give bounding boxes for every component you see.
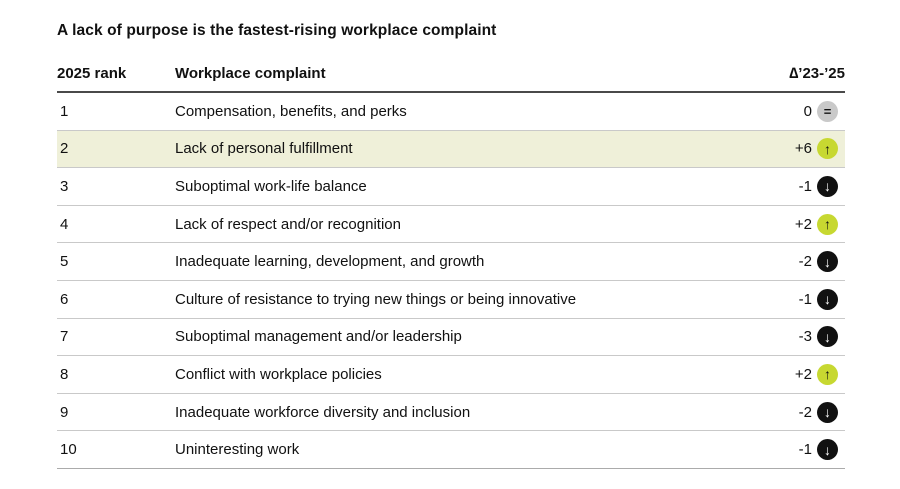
table-figure: A lack of purpose is the fastest-rising …: [57, 0, 845, 469]
rank-cell: 7: [60, 328, 69, 346]
rank-cell: 9: [60, 403, 69, 421]
rank-cell: 1: [60, 102, 69, 120]
delta-cell: -1 ↓: [790, 175, 845, 197]
delta-value: -1: [798, 441, 812, 459]
rank-cell: 10: [60, 441, 77, 459]
table-row: 9 Inadequate workforce diversity and inc…: [57, 394, 845, 432]
complaint-cell: Suboptimal management and/or leadership: [175, 328, 462, 346]
delta-cell: +6 ↑: [790, 138, 845, 160]
down-arrow-icon: ↓: [817, 251, 838, 273]
up-arrow-icon: ↑: [817, 363, 838, 385]
delta-value: -1: [798, 290, 812, 308]
down-arrow-icon: ↓: [817, 288, 838, 310]
header-rank: 2025 rank: [57, 65, 127, 82]
complaint-cell: Conflict with workplace policies: [175, 365, 382, 383]
table-row: 10 Uninteresting work -1 ↓: [57, 431, 845, 469]
up-arrow-icon: ↑: [817, 213, 838, 235]
delta-cell: +2 ↑: [790, 363, 845, 385]
table-body: 1 Compensation, benefits, and perks 0 = …: [57, 93, 845, 469]
complaint-cell: Compensation, benefits, and perks: [175, 102, 407, 120]
delta-cell: 0 =: [790, 100, 845, 122]
rank-cell: 4: [60, 215, 69, 233]
down-arrow-icon: ↓: [817, 326, 838, 348]
header-delta: ∆’23-’25: [789, 65, 845, 82]
table-row: 8 Conflict with workplace policies +2 ↑: [57, 356, 845, 394]
complaint-cell: Uninteresting work: [175, 441, 300, 459]
delta-value: -2: [798, 253, 812, 271]
header-complaint: Workplace complaint: [175, 65, 326, 82]
complaint-cell: Inadequate workforce diversity and inclu…: [175, 403, 471, 421]
table-header-row: 2025 rank Workplace complaint ∆’23-’25: [57, 40, 845, 93]
rank-cell: 6: [60, 290, 69, 308]
table-row: 5 Inadequate learning, development, and …: [57, 243, 845, 281]
equal-icon: =: [817, 100, 838, 122]
table-row: 2 Lack of personal fulfillment +6 ↑: [57, 130, 845, 169]
delta-cell: -2 ↓: [790, 251, 845, 273]
delta-value: -3: [798, 328, 812, 346]
rank-cell: 8: [60, 365, 69, 383]
complaint-cell: Inadequate learning, development, and gr…: [175, 253, 485, 271]
complaint-cell: Suboptimal work-life balance: [175, 177, 367, 195]
page-title: A lack of purpose is the fastest-rising …: [57, 22, 497, 39]
table-row: 4 Lack of respect and/or recognition +2 …: [57, 206, 845, 244]
rank-cell: 3: [60, 177, 69, 195]
complaint-cell: Lack of personal fulfillment: [175, 140, 353, 158]
table-row: 3 Suboptimal work-life balance -1 ↓: [57, 168, 845, 206]
down-arrow-icon: ↓: [817, 401, 838, 423]
table-row: 6 Culture of resistance to trying new th…: [57, 281, 845, 319]
delta-value: 0: [803, 102, 812, 120]
delta-value: -2: [798, 403, 812, 421]
table-row: 7 Suboptimal management and/or leadershi…: [57, 319, 845, 357]
delta-value: +2: [794, 365, 812, 383]
complaint-cell: Culture of resistance to trying new thin…: [175, 290, 577, 308]
delta-value: +2: [794, 215, 812, 233]
delta-cell: -2 ↓: [790, 401, 845, 423]
delta-value: -1: [798, 177, 812, 195]
down-arrow-icon: ↓: [817, 175, 838, 197]
complaint-cell: Lack of respect and/or recognition: [175, 215, 401, 233]
delta-cell: -3 ↓: [790, 326, 845, 348]
rank-cell: 2: [60, 140, 69, 158]
table-row: 1 Compensation, benefits, and perks 0 =: [57, 93, 845, 131]
rank-cell: 5: [60, 253, 69, 271]
delta-cell: +2 ↑: [790, 213, 845, 235]
delta-cell: -1 ↓: [790, 288, 845, 310]
delta-value: +6: [794, 140, 812, 158]
delta-cell: -1 ↓: [790, 439, 845, 461]
up-arrow-icon: ↑: [817, 138, 838, 160]
down-arrow-icon: ↓: [817, 439, 838, 461]
